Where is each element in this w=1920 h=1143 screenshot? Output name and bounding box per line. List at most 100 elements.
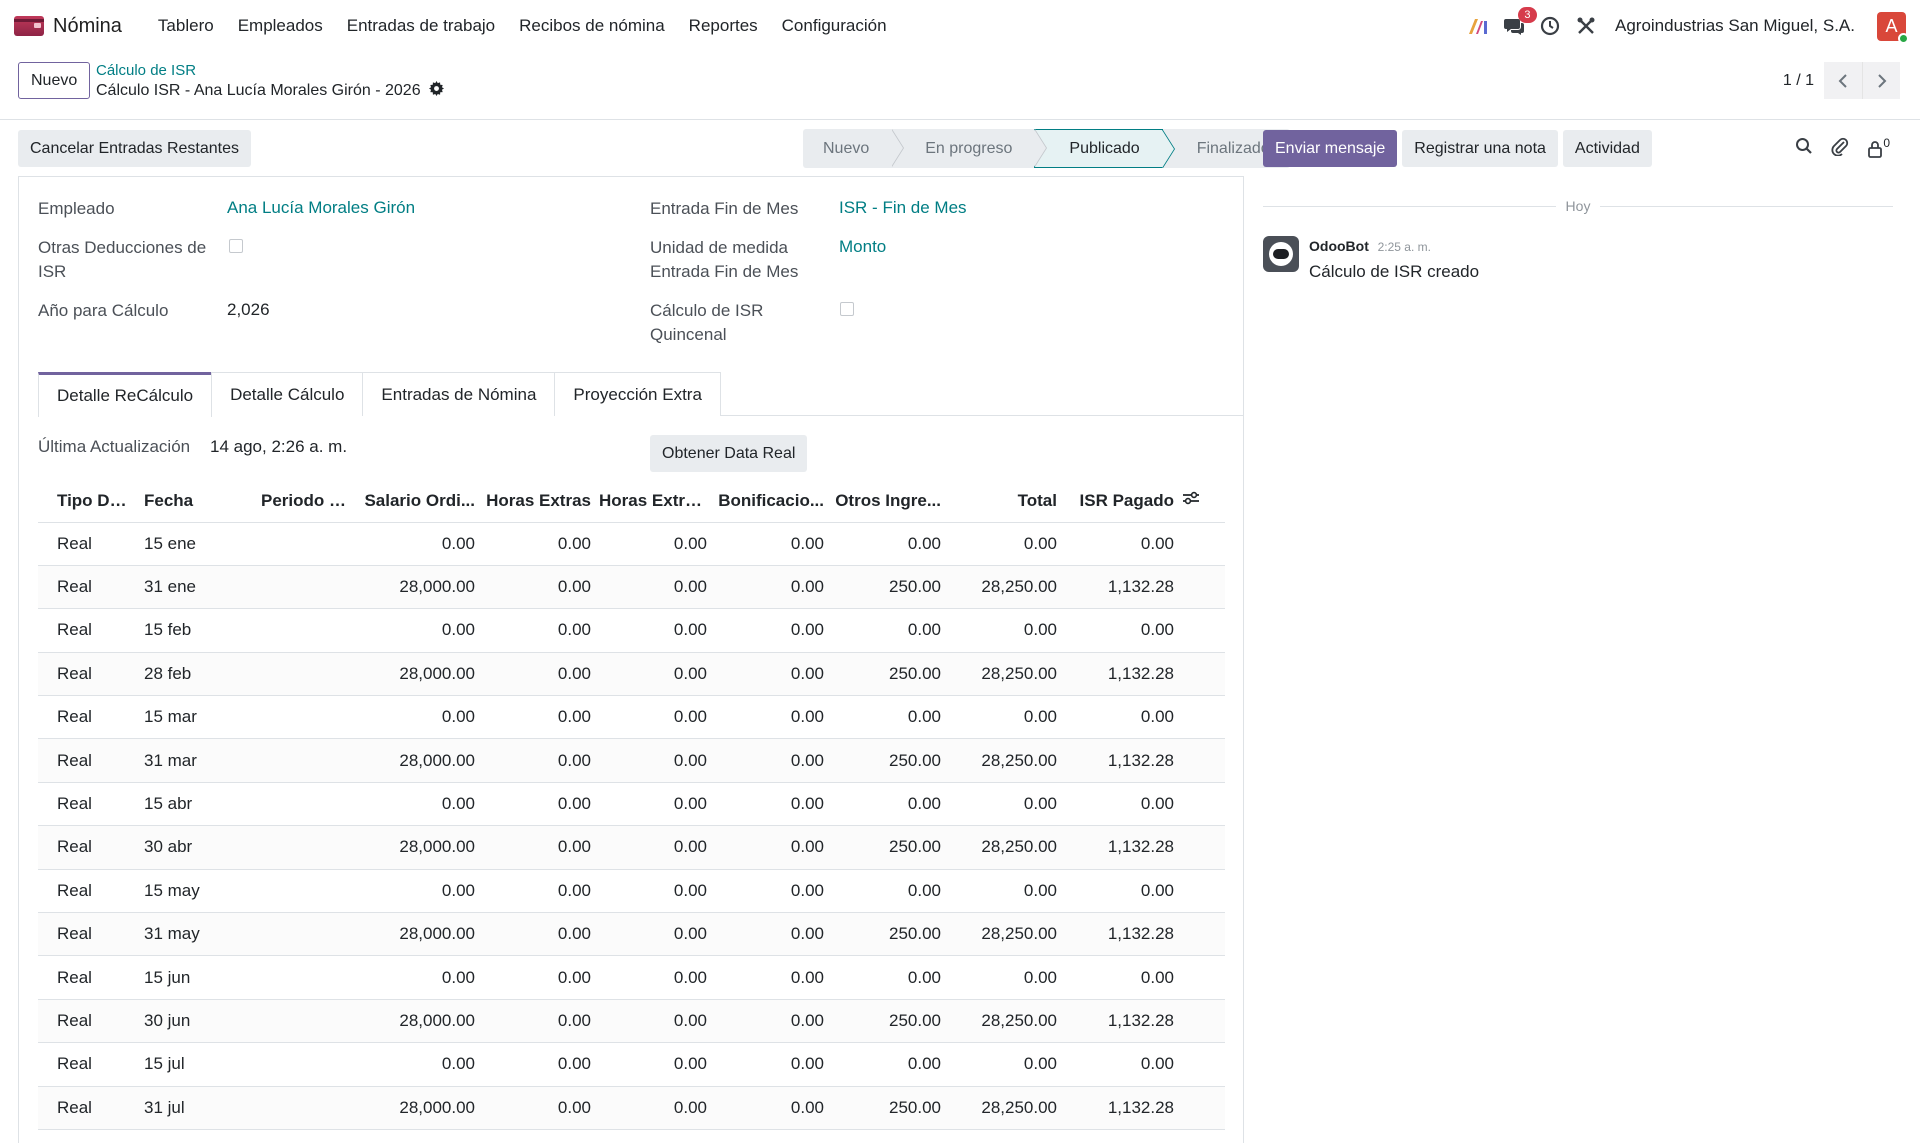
menu-item-reportes[interactable]: Reportes — [688, 16, 758, 35]
tab-entradas-nomina[interactable]: Entradas de Nómina — [362, 372, 556, 416]
table-row[interactable]: Real 30 abr 28,000.00 0.00 0.00 0.00 250.00 28,… — [38, 825, 1225, 870]
followers-button[interactable]: 0 — [1867, 136, 1890, 158]
unit-field[interactable]: Monto — [839, 237, 887, 256]
menu-item-tablero[interactable]: Tablero — [157, 16, 214, 35]
table-cell: 0.00 — [479, 782, 595, 827]
column-header[interactable]: Salario Ordi... — [359, 480, 479, 523]
column-header[interactable]: Fecha — [140, 480, 257, 523]
table-row[interactable]: Real 15 ene 0.00 0.00 0.00 0.00 0.00 0.00 0.00 — [38, 522, 1225, 566]
year-field[interactable]: 2,026 — [227, 300, 270, 319]
table-row[interactable]: Real 31 ene 28,000.00 0.00 0.00 0.00 250.00 28,… — [38, 565, 1225, 610]
column-header[interactable]: Horas Extra... — [595, 480, 711, 523]
table-cell: 0.00 — [828, 869, 945, 914]
company-switcher[interactable]: Agroindustrias San Miguel, S.A. — [1614, 16, 1855, 35]
new-button[interactable]: Nuevo — [18, 62, 91, 99]
table-cell: Real — [38, 608, 140, 653]
table-cell: 28,000.00 — [359, 738, 479, 783]
tab-detalle-calculo[interactable]: Detalle Cálculo — [211, 372, 364, 416]
table-cell — [257, 738, 359, 783]
message-author[interactable]: OdooBot — [1309, 238, 1369, 254]
table-cell: 0.00 — [359, 695, 479, 740]
table-cell: 0.00 — [711, 608, 828, 653]
day-separator: Hoy — [1263, 198, 1893, 214]
column-header[interactable]: Total — [945, 480, 1061, 523]
table-cell: 1,132.28 — [1061, 1086, 1178, 1130]
sliders-icon[interactable] — [1182, 490, 1200, 506]
menu-item-empleados[interactable]: Empleados — [237, 16, 323, 35]
clock-icon[interactable] — [1539, 15, 1561, 37]
table-cell: 0.00 — [359, 782, 479, 827]
odoobot-avatar[interactable] — [1263, 236, 1299, 272]
control-panel: Nuevo Cálculo de ISR Cálculo ISR - Ana L… — [0, 52, 1920, 120]
tab-detalle-recalculo[interactable]: Detalle ReCálculo — [38, 372, 213, 417]
column-header[interactable]: Otros Ingre... — [828, 480, 945, 523]
app-name[interactable]: Nómina — [53, 14, 122, 37]
table-row[interactable]: Real 15 mar 0.00 0.00 0.00 0.00 0.00 0.00 0.00 — [38, 695, 1225, 740]
send-message-button[interactable]: Enviar mensaje — [1263, 130, 1398, 167]
table-cell: Real — [38, 695, 140, 740]
pager-value[interactable]: 1 / 1 — [1782, 71, 1814, 89]
table-row[interactable]: Real 31 mar 28,000.00 0.00 0.00 0.00 250.00 28,… — [38, 738, 1225, 783]
tools-icon[interactable] — [1575, 15, 1597, 37]
payroll-app-icon[interactable] — [14, 16, 44, 36]
table-row[interactable]: Real 15 feb 0.00 0.00 0.00 0.00 0.00 0.00 0.00 — [38, 608, 1225, 653]
table-cell-spacer — [1178, 782, 1225, 827]
table-cell: 0.00 — [479, 565, 595, 610]
column-header[interactable]: Periodo C... — [257, 480, 359, 523]
table-cell: 0.00 — [1061, 522, 1178, 566]
search-icon[interactable] — [1795, 137, 1813, 160]
table-row[interactable]: Real 15 may 0.00 0.00 0.00 0.00 0.00 0.00 0.00 — [38, 869, 1225, 914]
user-avatar[interactable]: A — [1877, 11, 1909, 44]
ai-icon[interactable] — [1467, 15, 1489, 37]
menu-item-configuracion[interactable]: Configuración — [781, 16, 887, 35]
table-cell: 0.00 — [479, 869, 595, 914]
biweekly-checkbox[interactable] — [840, 302, 854, 316]
paperclip-icon[interactable] — [1831, 136, 1849, 161]
separator-line — [1263, 205, 1556, 207]
table-cell: 28,250.00 — [945, 825, 1061, 870]
table-cell: 0.00 — [595, 738, 711, 783]
activity-button[interactable]: Actividad — [1562, 130, 1652, 167]
table-row[interactable]: Real 15 jul 0.00 0.00 0.00 0.00 0.00 0.00 0.00 — [38, 1042, 1225, 1087]
month-end-entry-field[interactable]: ISR - Fin de Mes — [839, 198, 967, 217]
pager-previous-button[interactable] — [1824, 62, 1862, 99]
column-header[interactable]: Tipo Detalle — [38, 480, 140, 523]
optional-columns-toggle[interactable] — [1178, 480, 1225, 523]
column-header[interactable]: ISR Pagado — [1061, 480, 1178, 523]
table-cell: 15 jun — [140, 955, 257, 1000]
table-cell-spacer — [1178, 608, 1225, 653]
log-note-button[interactable]: Registrar una nota — [1402, 130, 1558, 167]
menu-item-entradas-trabajo[interactable]: Entradas de trabajo — [346, 16, 496, 35]
table-cell: 0.00 — [1061, 608, 1178, 653]
chat-icon[interactable]: 3 — [1503, 7, 1537, 37]
menu-item-recibos-nomina[interactable]: Recibos de nómina — [519, 16, 665, 35]
pager-next-button[interactable] — [1862, 62, 1900, 99]
table-row[interactable]: Real 30 jun 28,000.00 0.00 0.00 0.00 250.00 28,… — [38, 999, 1225, 1044]
table-row[interactable]: Real 31 may 28,000.00 0.00 0.00 0.00 250.00 28,… — [38, 912, 1225, 957]
stage-nuevo[interactable]: Nuevo — [803, 129, 905, 168]
table-cell — [257, 782, 359, 827]
stage-publicado[interactable]: Publicado — [1034, 129, 1176, 168]
table-row[interactable]: Real 31 jul 28,000.00 0.00 0.00 0.00 250.00 28,… — [38, 1086, 1225, 1130]
followers-count: 0 — [1883, 135, 1890, 150]
table-cell: 0.00 — [359, 608, 479, 653]
table-cell: 0.00 — [711, 695, 828, 740]
table-row[interactable]: Real 15 jun 0.00 0.00 0.00 0.00 0.00 0.00 0.00 — [38, 955, 1225, 1000]
other-deductions-checkbox[interactable] — [229, 239, 243, 253]
column-header[interactable]: Horas Extras — [479, 480, 595, 523]
stage-en-progreso[interactable]: En progreso — [891, 129, 1048, 168]
tab-proyeccion-extra[interactable]: Proyección Extra — [554, 372, 721, 416]
biweekly-label-line1: Cálculo de ISR — [650, 301, 764, 320]
other-deductions-label-line1: Otras Deducciones de — [38, 238, 207, 257]
employee-field[interactable]: Ana Lucía Morales Girón — [227, 198, 416, 217]
breadcrumb-parent[interactable]: Cálculo de ISR — [96, 62, 197, 79]
table-cell: 0.00 — [711, 1086, 828, 1130]
message-body: Cálculo de ISR creado — [1309, 262, 1480, 281]
column-header[interactable]: Bonificacio... — [711, 480, 828, 523]
cancel-remaining-entries-button[interactable]: Cancelar Entradas Restantes — [18, 130, 251, 167]
get-real-data-button[interactable]: Obtener Data Real — [650, 435, 808, 472]
table-row[interactable]: Real 28 feb 28,000.00 0.00 0.00 0.00 250.00 28,… — [38, 652, 1225, 697]
gear-icon[interactable] — [428, 81, 444, 101]
table-row[interactable]: Real 15 abr 0.00 0.00 0.00 0.00 0.00 0.00 0.00 — [38, 782, 1225, 827]
table-cell: 250.00 — [828, 912, 945, 957]
